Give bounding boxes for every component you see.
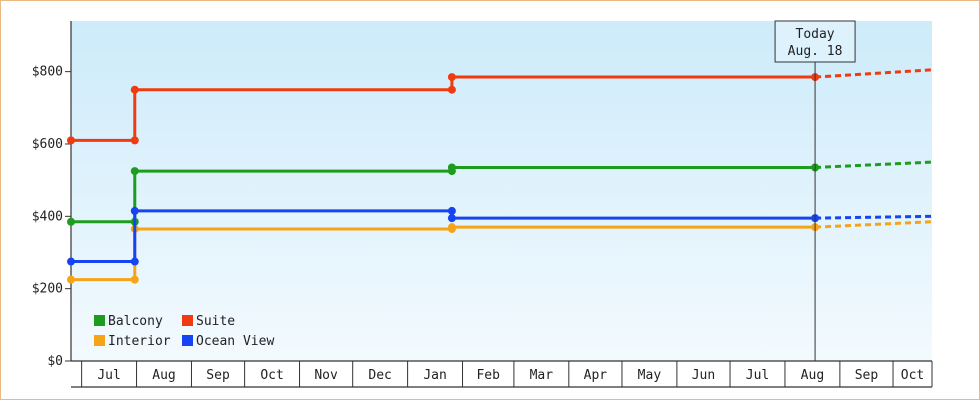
data-point-interior[interactable] bbox=[67, 275, 75, 284]
data-point-balcony[interactable] bbox=[67, 217, 75, 226]
axes: $0 $200 $400 $600 $800 Jul Aug Sep Oct Nov Dec Jan F… bbox=[32, 21, 933, 388]
y-tick-label: $0 bbox=[47, 354, 63, 369]
y-tick-label: $800 bbox=[32, 65, 63, 80]
series-line-interior bbox=[71, 225, 816, 282]
x-tick-label: Oct bbox=[260, 368, 283, 383]
data-point-ocean-view[interactable] bbox=[447, 214, 456, 223]
data-point-suite[interactable] bbox=[130, 136, 139, 145]
y-tick-label: $600 bbox=[32, 137, 63, 152]
plot-background bbox=[71, 21, 932, 361]
x-tick-label: Jul bbox=[746, 368, 769, 383]
data-point-suite[interactable] bbox=[447, 85, 456, 94]
x-tick-label: Oct bbox=[901, 368, 924, 383]
series-line-ocean-view bbox=[71, 209, 816, 264]
today-date-label: Aug. 18 bbox=[788, 44, 843, 59]
legend-label-interior: Interior bbox=[108, 334, 171, 349]
x-tick-label: Mar bbox=[530, 368, 554, 383]
y-tick-label: $400 bbox=[32, 209, 63, 224]
legend-swatch-suite bbox=[182, 315, 193, 326]
series-line-balcony bbox=[71, 165, 816, 224]
data-point-suite[interactable] bbox=[130, 85, 139, 94]
data-point-suite[interactable] bbox=[67, 136, 75, 145]
x-tick-label: Apr bbox=[584, 368, 608, 383]
today-marker: Today Aug. 18 bbox=[774, 20, 856, 361]
today-label: Today bbox=[796, 27, 835, 42]
x-tick-label: Sep bbox=[855, 368, 879, 383]
legend-swatch-ocean-view bbox=[182, 335, 193, 346]
x-tick-label: Aug bbox=[152, 368, 175, 383]
x-tick-label: May bbox=[638, 368, 662, 383]
x-tick-label: Dec bbox=[368, 368, 391, 383]
legend-label-suite: Suite bbox=[196, 314, 235, 329]
y-tick-label: $200 bbox=[32, 282, 63, 297]
data-point-suite[interactable] bbox=[447, 73, 456, 82]
legend-swatch-balcony bbox=[94, 315, 105, 326]
x-tick-label: Feb bbox=[476, 368, 500, 383]
data-point-interior[interactable] bbox=[447, 223, 456, 232]
x-tick-label: Jul bbox=[97, 368, 120, 383]
data-point-interior[interactable] bbox=[130, 275, 139, 284]
series-lines bbox=[67, 68, 933, 284]
data-point-ocean-view[interactable] bbox=[130, 206, 139, 215]
x-tick-label: Sep bbox=[206, 368, 230, 383]
x-tick-label: Jun bbox=[692, 368, 715, 383]
x-tick-label: Aug bbox=[801, 368, 824, 383]
x-tick-label: Nov bbox=[314, 368, 338, 383]
x-tick-label: Jan bbox=[423, 368, 446, 383]
series-line-suite bbox=[71, 75, 816, 142]
legend-label-balcony: Balcony bbox=[108, 314, 163, 329]
data-point-ocean-view[interactable] bbox=[130, 257, 139, 266]
legend-label-ocean-view: Ocean View bbox=[196, 334, 274, 349]
data-point-ocean-view[interactable] bbox=[447, 206, 456, 215]
data-point-balcony[interactable] bbox=[447, 163, 456, 172]
legend: Balcony Suite Interior Ocean View bbox=[94, 314, 274, 349]
data-point-ocean-view[interactable] bbox=[67, 257, 75, 266]
today-label-box bbox=[774, 20, 856, 63]
legend-swatch-interior bbox=[94, 335, 105, 346]
data-point-balcony[interactable] bbox=[130, 167, 139, 176]
